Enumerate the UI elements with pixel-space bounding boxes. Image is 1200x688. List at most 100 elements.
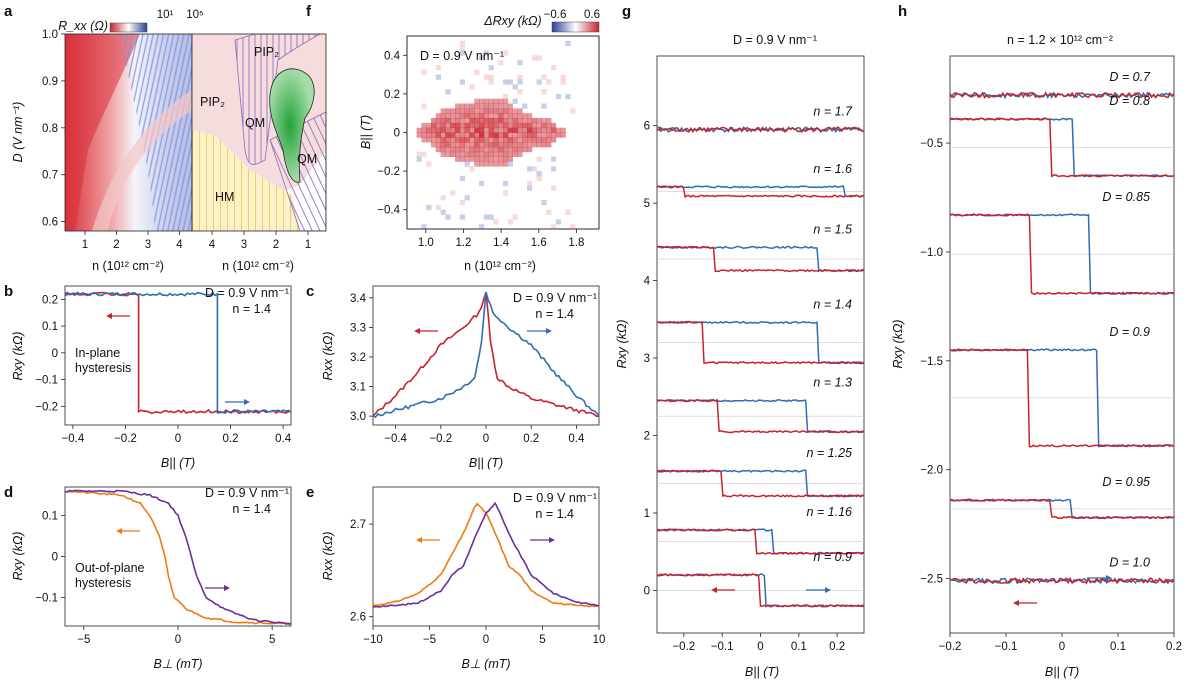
panel-a-x-ticks: 1 2 3 4 4 3 2 1 <box>82 231 311 251</box>
panel-f-cell <box>503 98 509 104</box>
panel-f-cell <box>512 142 518 148</box>
panel-f-cell <box>488 79 494 85</box>
panel-f-cell <box>527 142 533 148</box>
panel-f-cell <box>507 122 513 129</box>
panel-h-title: n = 1.2 × 10¹² cm⁻² <box>1007 33 1113 47</box>
panel-f-cell <box>479 127 485 133</box>
panel-f-cell <box>469 103 475 109</box>
panel-f-cell <box>445 113 451 119</box>
panel-f-cell <box>551 137 557 143</box>
panel-f-cell <box>459 113 465 119</box>
panel-c-ytick-label: 3.1 <box>350 382 366 394</box>
panel-f-cell <box>474 98 480 104</box>
panel-f-cell <box>474 118 480 124</box>
panel-c-series <box>372 291 600 419</box>
panel-g-curve-label: n = 1.6 <box>813 162 852 176</box>
panel-a-ytick-label: 0.7 <box>42 170 58 182</box>
panel-g-curve-label: n = 1.7 <box>813 105 853 119</box>
panel-f-cell <box>488 161 494 167</box>
panel-f-cell <box>483 156 489 162</box>
panel-e-arrow-up <box>530 537 555 543</box>
panel-f-cell <box>536 171 542 177</box>
panel-f-cell <box>479 113 485 119</box>
panel-f-cell <box>493 147 499 153</box>
panel-f-colorbar-max: 0.6 <box>584 9 600 21</box>
panel-a-ytick-label: 0.8 <box>42 123 58 135</box>
panel-f-cell <box>483 98 489 104</box>
panel-f-cell <box>527 127 533 133</box>
panel-b-annotation-inplane: In-plane <box>75 346 120 360</box>
panel-e-xtick-label: −5 <box>423 634 436 646</box>
panel-f-cell <box>445 132 451 138</box>
panel-f-cell <box>512 84 518 90</box>
panel-f-cell <box>474 103 480 109</box>
panel-b-ytick-label: 0 <box>52 348 58 360</box>
panel-f-cell <box>455 137 461 143</box>
panel-b-arrow-up <box>225 399 250 405</box>
panel-d-xtick-label: 5 <box>269 634 275 646</box>
panel-d-ytick-label: −0.1 <box>35 592 58 604</box>
panel-b-ytick-label: 0.2 <box>42 294 58 306</box>
panel-h-curve-label: D = 0.9 <box>1109 325 1150 339</box>
panel-f-cell <box>498 142 504 148</box>
panel-b-series-blue <box>64 291 292 414</box>
panel-f-cell <box>565 209 571 215</box>
panel-h-curve-labels: D = 0.7 D = 0.8 D = 0.85 D = 0.9 D = 0.95 D =… <box>1102 70 1151 570</box>
panel-f-cell <box>435 74 441 80</box>
panel-f-cell <box>493 142 499 148</box>
panel-f-cell <box>431 127 437 133</box>
panel-f-cell <box>421 224 427 230</box>
panel-e-annotation-d: D = 0.9 V nm⁻¹ <box>513 491 597 505</box>
panel-f-cell <box>450 127 456 133</box>
panel-f-cell <box>570 224 576 230</box>
panel-c-xtick-label: −0.4 <box>384 433 407 445</box>
panel-f-cell <box>512 118 518 124</box>
panel-f-cell <box>536 156 542 162</box>
panel-f-cell <box>503 180 509 186</box>
panel-f-cell <box>483 103 489 109</box>
panel-f-cell <box>517 89 523 95</box>
panel-c: −0.4 −0.2 0 0.2 0.4 3.4 3.3 3.2 3.1 3.0 D = 0.9 V… <box>321 285 600 470</box>
panel-f-cell <box>445 151 451 157</box>
panel-a-left-map <box>65 34 192 231</box>
panel-f-cell <box>488 137 494 143</box>
panel-g-ytick-label: 3 <box>644 353 650 365</box>
panel-h-curve-red <box>949 348 1175 448</box>
panel-b-y-label: Rxy (kΩ) <box>11 331 25 380</box>
panel-f-cell <box>512 214 518 220</box>
panel-g-curve-red <box>656 528 865 555</box>
panel-f-cell <box>570 108 576 114</box>
panel-f-cell <box>498 151 504 157</box>
panel-f-cell <box>527 113 533 119</box>
panel-f-cell <box>445 147 451 153</box>
panel-a-xtick-label-right: 3 <box>241 239 247 251</box>
panel-f-y-label: B|| (T) <box>359 115 373 149</box>
panel-f-cell <box>445 89 451 95</box>
panel-f-cell <box>527 137 533 143</box>
panel-f-cell <box>522 142 528 148</box>
panel-e-x-label: B⊥ (mT) <box>461 657 510 671</box>
panel-f-cell <box>435 132 441 138</box>
panel-f-cell <box>469 156 475 162</box>
panel-g-curve-red <box>656 398 865 434</box>
panel-e-ticks: −10 −5 0 5 10 2.7 2.6 <box>350 519 605 646</box>
panel-f-cell <box>469 147 475 153</box>
panel-f-cell <box>450 118 456 124</box>
panel-e-series-purple <box>372 501 600 608</box>
panel-f-cell <box>459 175 465 182</box>
panel-f-cell <box>546 118 552 124</box>
panel-f-cell <box>440 209 446 215</box>
panel-f-cell <box>493 98 499 104</box>
panel-f-cell <box>421 132 427 138</box>
panel-label-b: b <box>4 283 13 300</box>
panel-f-cell <box>483 161 489 167</box>
panel-f-cell <box>493 118 499 124</box>
panel-f-cell <box>426 127 432 133</box>
panel-f-cell <box>507 118 513 124</box>
panel-f-cell <box>469 132 475 138</box>
panel-a-xtick-label-right: 4 <box>209 239 216 251</box>
panel-h-xtick-label: −0.1 <box>995 641 1018 653</box>
panel-f-cell <box>522 147 528 153</box>
panel-e-y-label: Rxx (kΩ) <box>321 531 335 580</box>
panel-f-cell <box>469 113 475 119</box>
